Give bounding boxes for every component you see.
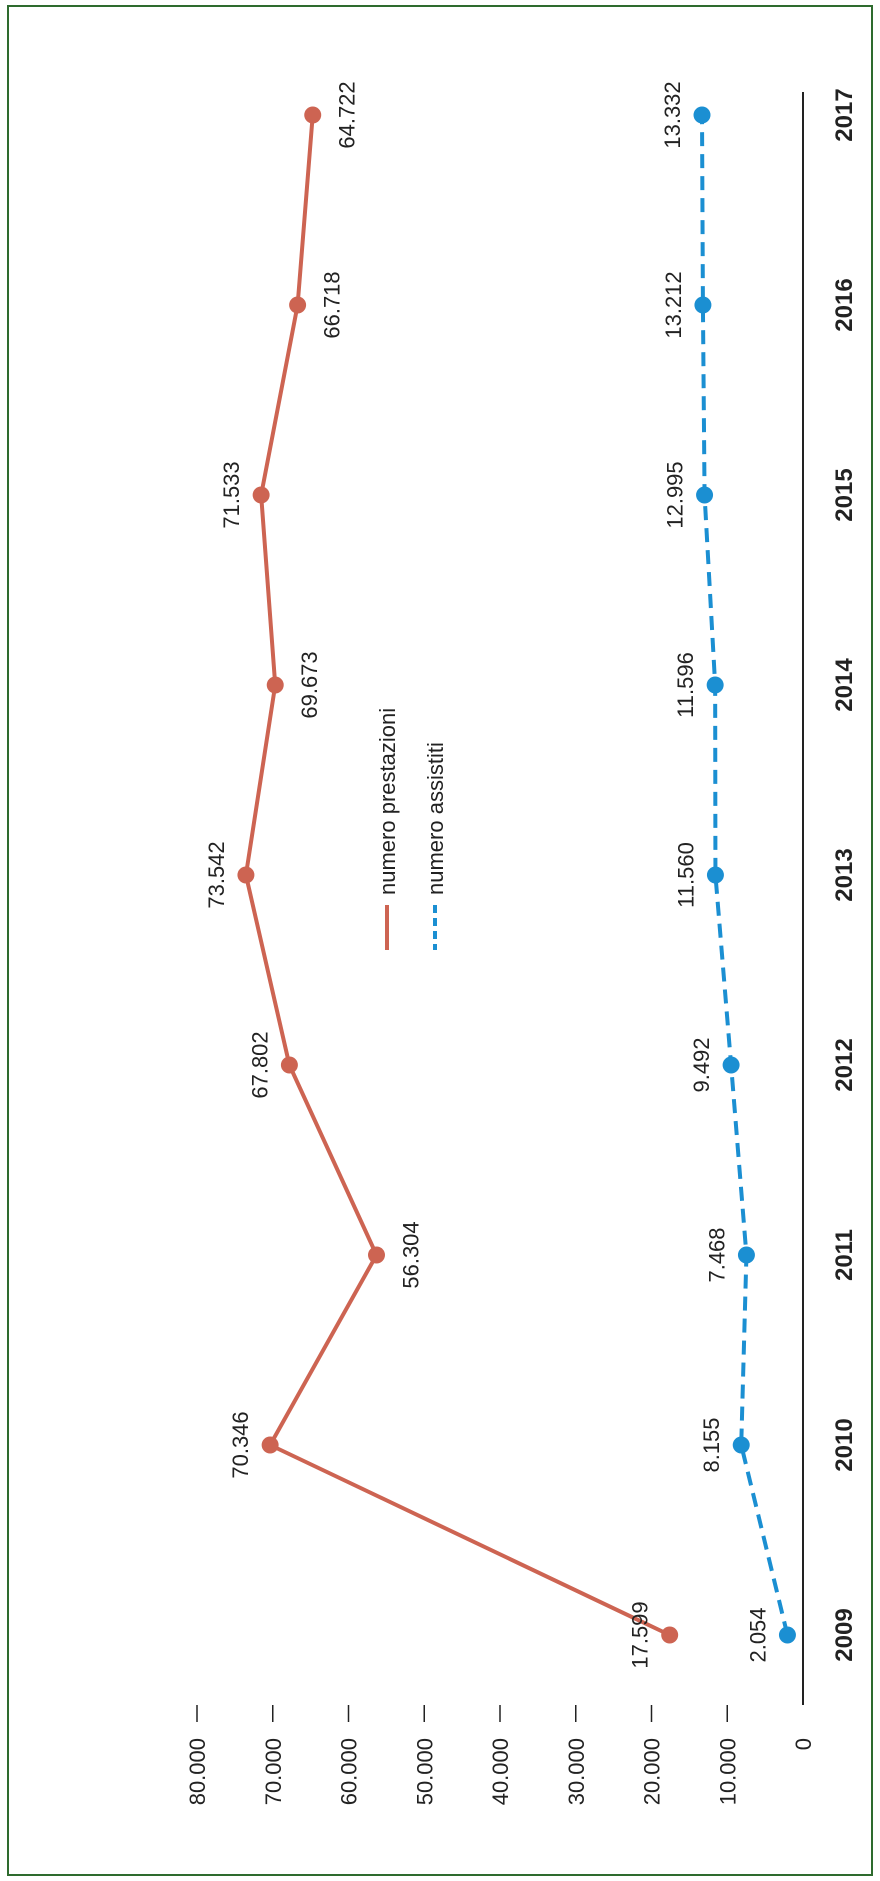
value-tick-label: 40.000 <box>488 1738 513 1805</box>
data-label: 13.332 <box>660 81 685 148</box>
category-tick-label: 2012 <box>831 1038 858 1091</box>
data-label: 69.673 <box>297 651 322 718</box>
value-tick-label: 30.000 <box>564 1738 589 1805</box>
data-point <box>706 866 724 884</box>
value-tick-label: 80.000 <box>185 1738 210 1805</box>
legend: numero prestazioni numero assistiti <box>375 708 448 950</box>
data-label: 8.155 <box>699 1417 724 1472</box>
category-tick-label: 2015 <box>831 468 858 521</box>
legend-label-prestazioni: numero prestazioni <box>375 708 400 895</box>
data-label: 64.722 <box>335 81 360 148</box>
data-point <box>737 1246 755 1264</box>
data-point <box>280 1056 298 1074</box>
data-label: 56.304 <box>398 1221 423 1288</box>
series-layer: 17.599 70.346 56.304 67.802 73.542 69.673 71.5… <box>204 81 796 1669</box>
data-label: 12.995 <box>663 461 688 528</box>
data-label: 67.802 <box>247 1031 272 1098</box>
data-point <box>237 866 255 884</box>
legend-label-assistiti: numero assistiti <box>423 742 448 895</box>
value-tick-label: 70.000 <box>261 1738 286 1805</box>
data-point <box>693 106 711 124</box>
data-point <box>261 1436 279 1454</box>
data-label: 9.492 <box>689 1037 714 1092</box>
category-tick-label: 2009 <box>831 1608 858 1661</box>
data-label: 71.533 <box>219 461 244 528</box>
category-tick-label: 2013 <box>831 848 858 901</box>
category-tick-label: 2017 <box>831 88 858 141</box>
data-point <box>696 486 714 504</box>
data-point <box>266 676 284 694</box>
data-label: 7.468 <box>704 1227 729 1282</box>
data-point <box>367 1246 385 1264</box>
data-point <box>778 1626 796 1644</box>
data-point <box>304 106 322 124</box>
data-label: 2.054 <box>745 1607 770 1662</box>
series-line-prestazioni <box>243 114 671 1637</box>
data-label: 66.718 <box>320 271 345 338</box>
data-point <box>289 296 307 314</box>
chart-border <box>7 5 873 1876</box>
value-tick-label: 10.000 <box>715 1738 740 1805</box>
category-tick-label: 2016 <box>831 278 858 331</box>
category-tick-label: 2010 <box>831 1418 858 1471</box>
value-tick-label: 50.000 <box>412 1738 437 1805</box>
data-label: 13.212 <box>661 271 686 338</box>
value-tick-label: 0 <box>791 1738 816 1750</box>
data-point <box>706 676 724 694</box>
data-point <box>722 1056 740 1074</box>
data-point <box>732 1436 750 1454</box>
data-point <box>694 296 712 314</box>
data-label: 73.542 <box>204 841 229 908</box>
data-label: 17.599 <box>628 1601 653 1668</box>
axis-layer: 0 10.000 20.000 30.000 40.000 50.000 60.000 70.… <box>185 88 858 1805</box>
data-label: 70.346 <box>228 1411 253 1478</box>
data-label: 11.560 <box>673 842 698 908</box>
data-point <box>252 486 270 504</box>
category-tick-label: 2011 <box>831 1229 858 1281</box>
value-tick-label: 60.000 <box>337 1738 362 1805</box>
category-tick-label: 2014 <box>831 658 858 712</box>
value-tick-label: 20.000 <box>640 1738 665 1805</box>
data-label: 11.596 <box>673 652 698 718</box>
data-point <box>661 1626 679 1644</box>
